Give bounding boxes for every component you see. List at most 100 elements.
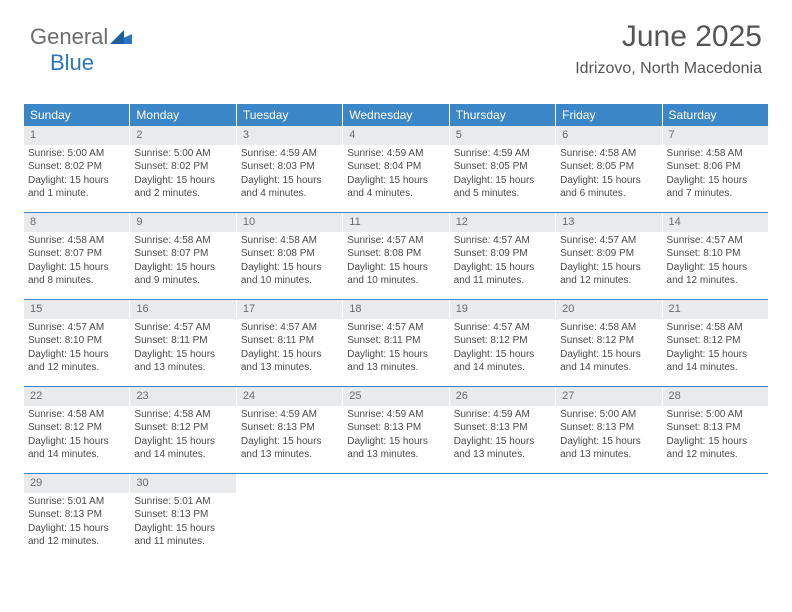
day-cell: 20Sunrise: 4:58 AMSunset: 8:12 PMDayligh… [556, 300, 662, 386]
week-row: 15Sunrise: 4:57 AMSunset: 8:10 PMDayligh… [24, 300, 768, 387]
sunrise-text: Sunrise: 4:58 AM [134, 234, 231, 248]
sunset-text: Sunset: 8:11 PM [347, 334, 444, 348]
logo: General Blue [30, 24, 132, 76]
day-body: Sunrise: 4:57 AMSunset: 8:09 PMDaylight:… [450, 232, 555, 294]
header: June 2025 Idrizovo, North Macedonia [575, 20, 762, 78]
day-cell: 15Sunrise: 4:57 AMSunset: 8:10 PMDayligh… [24, 300, 130, 386]
day-body: Sunrise: 4:59 AMSunset: 8:13 PMDaylight:… [237, 406, 342, 468]
day-cell: 28Sunrise: 5:00 AMSunset: 8:13 PMDayligh… [663, 387, 768, 473]
day-number: 20 [556, 300, 661, 319]
sunrise-text: Sunrise: 4:57 AM [560, 234, 657, 248]
daylight-text: Daylight: 15 hours and 4 minutes. [347, 174, 444, 201]
week-row: 22Sunrise: 4:58 AMSunset: 8:12 PMDayligh… [24, 387, 768, 474]
day-number: 21 [663, 300, 768, 319]
day-body: Sunrise: 5:00 AMSunset: 8:02 PMDaylight:… [130, 145, 235, 207]
sunset-text: Sunset: 8:13 PM [134, 508, 231, 522]
day-number: 18 [343, 300, 448, 319]
day-cell: 18Sunrise: 4:57 AMSunset: 8:11 PMDayligh… [343, 300, 449, 386]
day-cell: 14Sunrise: 4:57 AMSunset: 8:10 PMDayligh… [663, 213, 768, 299]
day-number: 27 [556, 387, 661, 406]
day-number: 23 [130, 387, 235, 406]
daylight-text: Daylight: 15 hours and 11 minutes. [134, 522, 231, 549]
daylight-text: Daylight: 15 hours and 8 minutes. [28, 261, 125, 288]
sunrise-text: Sunrise: 4:57 AM [134, 321, 231, 335]
day-cell: 12Sunrise: 4:57 AMSunset: 8:09 PMDayligh… [450, 213, 556, 299]
sunset-text: Sunset: 8:13 PM [28, 508, 125, 522]
day-body: Sunrise: 4:59 AMSunset: 8:03 PMDaylight:… [237, 145, 342, 207]
day-number: 5 [450, 126, 555, 145]
daylight-text: Daylight: 15 hours and 13 minutes. [134, 348, 231, 375]
day-body: Sunrise: 4:59 AMSunset: 8:13 PMDaylight:… [450, 406, 555, 468]
day-number: 14 [663, 213, 768, 232]
day-cell: 17Sunrise: 4:57 AMSunset: 8:11 PMDayligh… [237, 300, 343, 386]
day-cell: 5Sunrise: 4:59 AMSunset: 8:05 PMDaylight… [450, 126, 556, 212]
sunrise-text: Sunrise: 4:58 AM [28, 234, 125, 248]
sunrise-text: Sunrise: 4:58 AM [667, 147, 764, 161]
day-number: 6 [556, 126, 661, 145]
daylight-text: Daylight: 15 hours and 13 minutes. [241, 435, 338, 462]
day-cell: 24Sunrise: 4:59 AMSunset: 8:13 PMDayligh… [237, 387, 343, 473]
day-number: 4 [343, 126, 448, 145]
day-body: Sunrise: 4:57 AMSunset: 8:08 PMDaylight:… [343, 232, 448, 294]
day-number: 15 [24, 300, 129, 319]
daylight-text: Daylight: 15 hours and 12 minutes. [560, 261, 657, 288]
daylight-text: Daylight: 15 hours and 14 minutes. [560, 348, 657, 375]
sunset-text: Sunset: 8:11 PM [134, 334, 231, 348]
day-cell: 11Sunrise: 4:57 AMSunset: 8:08 PMDayligh… [343, 213, 449, 299]
sunset-text: Sunset: 8:12 PM [560, 334, 657, 348]
day-cell: 3Sunrise: 4:59 AMSunset: 8:03 PMDaylight… [237, 126, 343, 212]
week-row: 29Sunrise: 5:01 AMSunset: 8:13 PMDayligh… [24, 474, 768, 560]
sunset-text: Sunset: 8:02 PM [134, 160, 231, 174]
daylight-text: Daylight: 15 hours and 12 minutes. [667, 435, 764, 462]
sunrise-text: Sunrise: 4:58 AM [134, 408, 231, 422]
day-cell: 6Sunrise: 4:58 AMSunset: 8:05 PMDaylight… [556, 126, 662, 212]
day-cell: 19Sunrise: 4:57 AMSunset: 8:12 PMDayligh… [450, 300, 556, 386]
weekday-header-row: Sunday Monday Tuesday Wednesday Thursday… [24, 104, 768, 126]
day-body: Sunrise: 4:59 AMSunset: 8:04 PMDaylight:… [343, 145, 448, 207]
sunrise-text: Sunrise: 5:00 AM [560, 408, 657, 422]
sunset-text: Sunset: 8:06 PM [667, 160, 764, 174]
day-number: 30 [130, 474, 235, 493]
day-cell: 7Sunrise: 4:58 AMSunset: 8:06 PMDaylight… [663, 126, 768, 212]
sunset-text: Sunset: 8:13 PM [667, 421, 764, 435]
sunrise-text: Sunrise: 4:57 AM [667, 234, 764, 248]
sunset-text: Sunset: 8:10 PM [28, 334, 125, 348]
day-number: 22 [24, 387, 129, 406]
weeks-container: 1Sunrise: 5:00 AMSunset: 8:02 PMDaylight… [24, 126, 768, 560]
day-body: Sunrise: 4:58 AMSunset: 8:12 PMDaylight:… [24, 406, 129, 468]
day-body: Sunrise: 4:58 AMSunset: 8:06 PMDaylight:… [663, 145, 768, 207]
logo-text: General Blue [30, 24, 132, 76]
sunset-text: Sunset: 8:04 PM [347, 160, 444, 174]
day-cell: 1Sunrise: 5:00 AMSunset: 8:02 PMDaylight… [24, 126, 130, 212]
day-body: Sunrise: 4:58 AMSunset: 8:12 PMDaylight:… [663, 319, 768, 381]
day-number: 2 [130, 126, 235, 145]
day-number: 8 [24, 213, 129, 232]
sunset-text: Sunset: 8:03 PM [241, 160, 338, 174]
day-cell: 13Sunrise: 4:57 AMSunset: 8:09 PMDayligh… [556, 213, 662, 299]
sunrise-text: Sunrise: 4:59 AM [347, 408, 444, 422]
day-cell: 30Sunrise: 5:01 AMSunset: 8:13 PMDayligh… [130, 474, 236, 560]
day-number: 1 [24, 126, 129, 145]
day-cell: 9Sunrise: 4:58 AMSunset: 8:07 PMDaylight… [130, 213, 236, 299]
day-cell: 29Sunrise: 5:01 AMSunset: 8:13 PMDayligh… [24, 474, 130, 560]
sunset-text: Sunset: 8:10 PM [667, 247, 764, 261]
day-body: Sunrise: 4:57 AMSunset: 8:10 PMDaylight:… [663, 232, 768, 294]
weekday-header: Tuesday [237, 104, 343, 126]
daylight-text: Daylight: 15 hours and 14 minutes. [28, 435, 125, 462]
daylight-text: Daylight: 15 hours and 12 minutes. [28, 348, 125, 375]
sunrise-text: Sunrise: 4:58 AM [667, 321, 764, 335]
day-body: Sunrise: 4:59 AMSunset: 8:05 PMDaylight:… [450, 145, 555, 207]
day-body: Sunrise: 4:57 AMSunset: 8:11 PMDaylight:… [343, 319, 448, 381]
day-number: 9 [130, 213, 235, 232]
day-cell: 16Sunrise: 4:57 AMSunset: 8:11 PMDayligh… [130, 300, 236, 386]
daylight-text: Daylight: 15 hours and 11 minutes. [454, 261, 551, 288]
sunset-text: Sunset: 8:05 PM [560, 160, 657, 174]
sunset-text: Sunset: 8:13 PM [241, 421, 338, 435]
daylight-text: Daylight: 15 hours and 14 minutes. [667, 348, 764, 375]
daylight-text: Daylight: 15 hours and 7 minutes. [667, 174, 764, 201]
sunset-text: Sunset: 8:09 PM [560, 247, 657, 261]
daylight-text: Daylight: 15 hours and 13 minutes. [454, 435, 551, 462]
day-cell: 2Sunrise: 5:00 AMSunset: 8:02 PMDaylight… [130, 126, 236, 212]
sunrise-text: Sunrise: 4:57 AM [454, 321, 551, 335]
day-cell: 10Sunrise: 4:58 AMSunset: 8:08 PMDayligh… [237, 213, 343, 299]
